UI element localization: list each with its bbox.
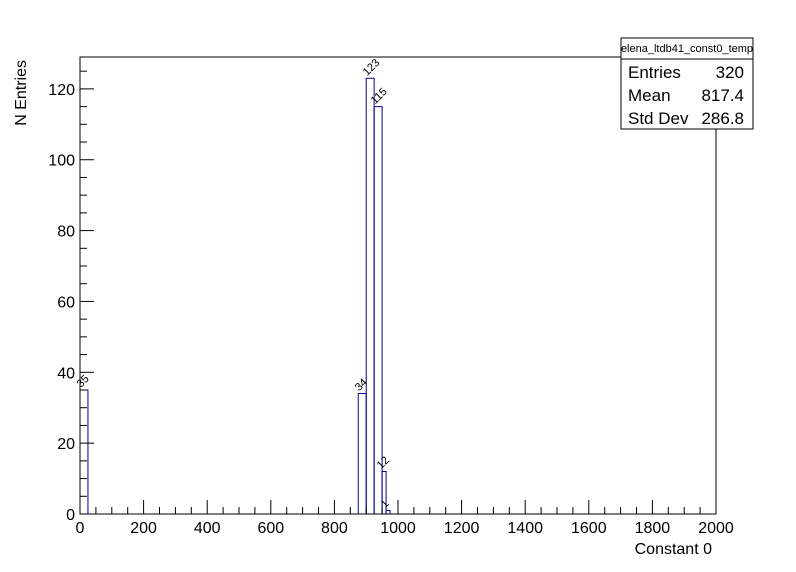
x-tick-label: 1200 (444, 520, 480, 537)
histogram-bins (79, 77, 391, 514)
stats-mean-label: Mean (628, 86, 671, 105)
x-tick-label: 200 (130, 520, 157, 537)
stats-box-frame (620, 37, 754, 130)
stats-box: elena_ltdb41_const0_temp Entries 320 Mea… (620, 37, 754, 130)
y-tick-label: 0 (66, 507, 75, 524)
y-axis-title: N Entries (13, 60, 30, 126)
y-axis: 0 20 40 60 80 100 120 (48, 70, 94, 524)
y-tick-label: 80 (57, 224, 75, 241)
bin-value-label: 123 (361, 57, 382, 78)
y-tick-label: 20 (57, 436, 75, 453)
y-tick-label: 60 (57, 294, 75, 311)
histogram-bin (357, 393, 367, 514)
stats-title: elena_ltdb41_const0_temp (621, 43, 753, 55)
y-tick-label: 40 (57, 365, 75, 382)
x-tick-label: 0 (76, 520, 85, 537)
x-tick-label: 600 (257, 520, 284, 537)
x-tick-label: 1000 (380, 520, 416, 537)
stats-entries-label: Entries (628, 63, 681, 82)
x-tick-label: 1400 (507, 520, 543, 537)
x-axis-title: Constant 0 (635, 541, 712, 558)
bin-labels: 35 34 123 115 12 1 (75, 57, 392, 511)
histogram-bin (79, 389, 89, 514)
x-tick-label: 2000 (698, 520, 734, 537)
bin-value-label: 115 (369, 86, 390, 107)
stats-stddev-value: 286.8 (701, 109, 744, 128)
x-tick-label: 800 (321, 520, 348, 537)
histogram-bin (385, 509, 391, 514)
x-tick-label: 1800 (635, 520, 671, 537)
bin-value-label: 35 (75, 373, 92, 390)
stats-mean-value: 817.4 (701, 86, 744, 105)
y-tick-label: 100 (48, 153, 75, 170)
histogram-bin (373, 106, 383, 514)
x-axis: 0 200 400 600 800 1000 1200 1400 1600 1800 2000 (76, 500, 734, 537)
histogram-bin (381, 470, 387, 514)
stats-entries-value: 320 (716, 63, 744, 82)
histogram-bin (365, 77, 375, 514)
bin-value-label: 34 (353, 377, 370, 394)
x-tick-label: 1600 (571, 520, 607, 537)
bin-value-label: 1 (379, 498, 392, 511)
x-tick-label: 400 (194, 520, 221, 537)
stats-stddev-label: Std Dev (628, 109, 689, 128)
bin-value-label: 12 (375, 454, 392, 471)
y-tick-label: 120 (48, 82, 75, 99)
